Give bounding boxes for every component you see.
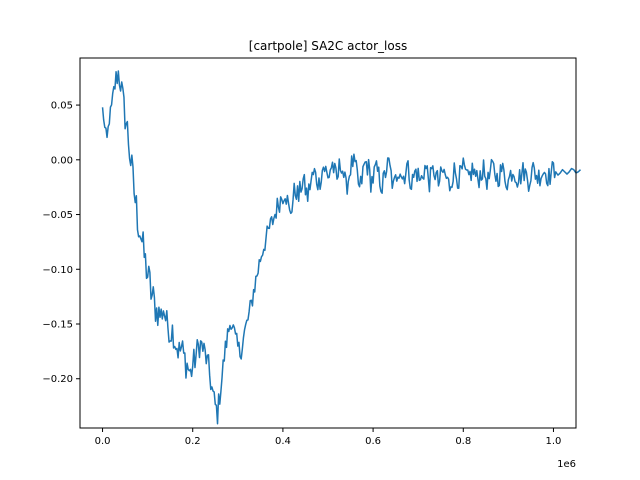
x-tick-label: 0.6: [365, 436, 381, 447]
x-tick-label: 0.0: [95, 436, 111, 447]
y-tick-label: 0.00: [51, 155, 73, 166]
chart-title: [cartpole] SA2C actor_loss: [249, 39, 407, 53]
x-axis-offset-label: 1e6: [557, 459, 576, 470]
y-axis: 0.05 0.00 −0.05 −0.10 −0.15 −0.20: [42, 101, 80, 385]
y-tick-label: 0.05: [51, 101, 73, 112]
x-tick-label: 1.0: [546, 436, 562, 447]
y-tick-label: −0.15: [42, 320, 73, 331]
x-tick-label: 0.2: [185, 436, 201, 447]
y-tick-label: −0.20: [42, 374, 73, 385]
series-layer: [101, 70, 582, 425]
y-tick-label: −0.05: [42, 210, 73, 221]
x-axis: 0.0 0.2 0.4 0.6 0.8 1.0: [95, 428, 562, 447]
x-tick-label: 0.8: [455, 436, 471, 447]
plot-frame: [79, 57, 577, 429]
series-line: [101, 70, 582, 425]
x-tick-label: 0.4: [275, 436, 291, 447]
y-tick-label: −0.10: [42, 265, 73, 276]
